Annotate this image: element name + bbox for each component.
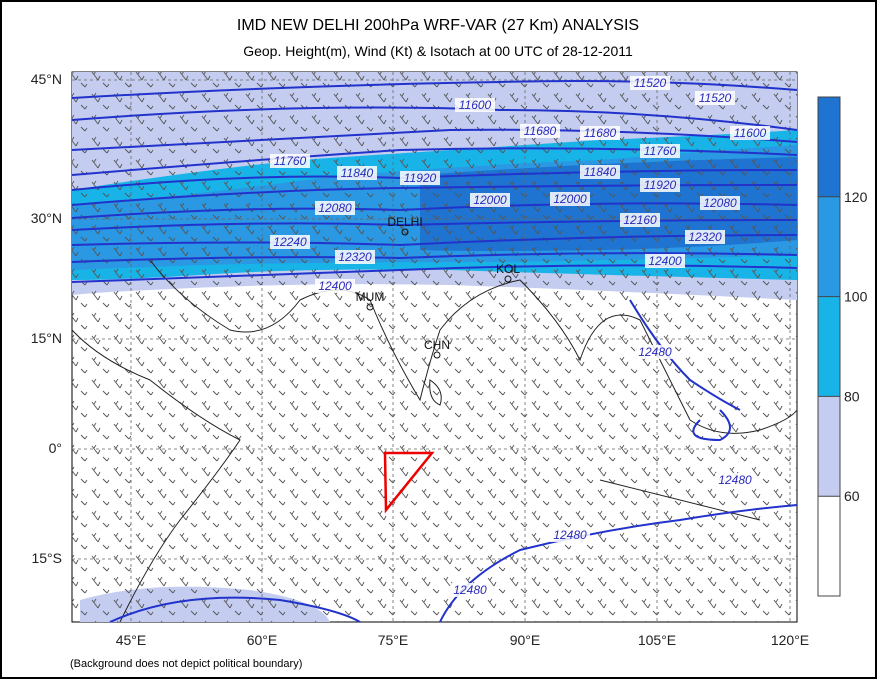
contour-label-bg [400, 171, 440, 185]
lat-label: 15°S [31, 550, 62, 566]
lat-label: 30°N [31, 210, 62, 226]
lon-label: 60°E [247, 632, 278, 648]
contour-label-bg [520, 124, 560, 138]
contour-label-bg [635, 345, 675, 359]
contour-label: 12480 [638, 345, 672, 359]
contour-label-bg [315, 201, 355, 215]
contour-label-bg [645, 254, 685, 268]
lat-label: 45°N [31, 71, 62, 87]
contour-label: 12400 [648, 254, 682, 268]
city-label: DELHI [387, 215, 422, 229]
contour-label-bg [270, 154, 310, 168]
city-marker [504, 275, 512, 283]
colorbar-band [818, 196, 840, 297]
contour-label: 11520 [699, 91, 732, 105]
lon-label: 120°E [771, 632, 809, 648]
contour-label: 12240 [273, 235, 307, 249]
contour-label: 12320 [338, 250, 372, 264]
contour-label: 12480 [553, 528, 587, 542]
contour-label-bg [685, 230, 725, 244]
colorbar-band [818, 396, 840, 497]
contour-label-bg [270, 235, 310, 249]
contour-label-bg [315, 279, 355, 293]
contour-label: 11600 [459, 98, 492, 112]
contour-label-bg [640, 144, 680, 158]
colorbar-label: 100 [844, 289, 868, 305]
colorbar: 60 80 100 120 [817, 96, 868, 597]
colorbar-label: 80 [844, 388, 860, 404]
contour-label-bg [620, 213, 660, 227]
contour-label: 11520 [634, 76, 667, 90]
contour-label-bg [640, 178, 680, 192]
contour-label-bg [550, 528, 590, 542]
contour-label: 12320 [688, 230, 722, 244]
city-marker [401, 228, 409, 236]
contour-label-bg [730, 126, 770, 140]
lat-label: 0° [49, 440, 62, 456]
contour-label-bg [450, 583, 490, 597]
city-label: CHN [424, 338, 450, 352]
city-label: MUM [356, 290, 385, 304]
colorbar-band [818, 496, 840, 596]
contour-label-bg [550, 192, 590, 206]
contour-label: 12480 [453, 583, 487, 597]
colorbar-band [818, 97, 840, 197]
contour-label: 12080 [703, 196, 737, 210]
title: IMD NEW DELHI 200hPa WRF-VAR (27 Km) ANA… [237, 17, 639, 34]
lon-label: 105°E [638, 632, 676, 648]
contour-label: 11680 [524, 124, 557, 138]
lon-label: 75°E [378, 632, 409, 648]
contour-label-bg [337, 166, 377, 180]
contour-label: 12000 [473, 193, 507, 207]
contour-label: 12160 [623, 213, 657, 227]
city-label: KOL [496, 262, 520, 276]
contour-label-bg [630, 76, 670, 90]
footnote: (Background does not depict political bo… [70, 658, 302, 670]
contour-label-bg [580, 165, 620, 179]
lat-label: 15°N [31, 330, 62, 346]
colorbar-label: 60 [844, 488, 860, 504]
contour-label-bg [700, 196, 740, 210]
contour-label-bg [580, 126, 620, 140]
contour-label: 11600 [734, 126, 767, 140]
contour-label-bg [715, 473, 755, 487]
lon-label: 45°E [116, 632, 147, 648]
contour-label: 11680 [584, 126, 617, 140]
contour-label: 11840 [341, 166, 374, 180]
contour-label: 11760 [274, 154, 307, 168]
contour-label: 11920 [404, 171, 437, 185]
contour-label: 12080 [318, 201, 352, 215]
contour-label: 12480 [718, 473, 752, 487]
contour-label: 12000 [553, 192, 587, 206]
city-marker [366, 303, 374, 311]
contour-label-bg [455, 98, 495, 112]
lon-label: 90°E [510, 632, 541, 648]
contour-label: 11760 [644, 144, 677, 158]
contour-label: 11920 [644, 178, 677, 192]
contour-label-bg [470, 193, 510, 207]
colorbar-border [817, 96, 841, 597]
contour-label-bg [695, 91, 735, 105]
city-marker [433, 351, 441, 359]
contour-label-bg [335, 250, 375, 264]
colorbar-label: 120 [844, 189, 868, 205]
colorbar-band [818, 296, 840, 397]
contour-label: 11840 [584, 165, 617, 179]
subtitle: Geop. Height(m), Wind (Kt) & Isotach at … [243, 43, 633, 59]
contour-label: 12400 [318, 279, 352, 293]
